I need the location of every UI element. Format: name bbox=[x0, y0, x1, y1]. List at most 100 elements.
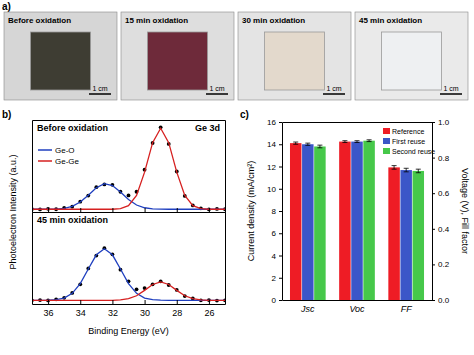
error-bar bbox=[317, 145, 322, 148]
tick-mark bbox=[177, 208, 178, 212]
tick-mark bbox=[80, 300, 81, 304]
tick-mark bbox=[80, 208, 81, 212]
scale-bar bbox=[323, 93, 345, 95]
tick: FF bbox=[401, 300, 412, 314]
x-axis-title: Binding Energy (eV) bbox=[88, 326, 169, 336]
tick bbox=[80, 208, 81, 212]
tick-label: 30 bbox=[140, 308, 150, 318]
axis-line bbox=[32, 121, 33, 213]
y-axis-title: Photoelectron Intensity (a.u.) bbox=[8, 154, 18, 269]
photo-label: 45 min oxidation bbox=[359, 16, 422, 25]
tick-mark bbox=[279, 256, 282, 257]
bar bbox=[302, 144, 313, 300]
tick-label: 28 bbox=[172, 308, 182, 318]
tick-mark bbox=[279, 122, 282, 123]
tick: 26 bbox=[204, 300, 214, 318]
axis-line bbox=[33, 304, 226, 305]
sample bbox=[31, 32, 91, 90]
error-bar bbox=[367, 140, 372, 142]
tick: 0.2 bbox=[432, 260, 450, 269]
scale-bar bbox=[206, 93, 228, 95]
tick-label: 16 bbox=[267, 118, 276, 127]
tick-label: 0.0 bbox=[438, 296, 450, 305]
error-bar bbox=[342, 141, 347, 143]
axis-line bbox=[32, 213, 33, 305]
legend: ReferenceFirst reuseSecond reuse bbox=[383, 128, 435, 155]
legend-label: Second reuse bbox=[392, 148, 435, 155]
y-axis bbox=[32, 121, 33, 213]
tick-label: Voc bbox=[349, 304, 365, 314]
tick: 4 bbox=[272, 252, 282, 261]
scale-bar bbox=[89, 93, 111, 95]
fit-line bbox=[32, 249, 225, 301]
y2-axis: 0.00.20.40.60.81.0 bbox=[432, 118, 450, 305]
error-bar bbox=[392, 166, 397, 170]
photo: 45 min oxidation 1 cm bbox=[355, 12, 468, 100]
tick-mark bbox=[177, 300, 178, 304]
tick-mark bbox=[279, 144, 282, 145]
tick-label: 4 bbox=[272, 252, 277, 261]
tick bbox=[112, 208, 113, 212]
tick-label: 26 bbox=[204, 308, 214, 318]
tick: 32 bbox=[108, 300, 118, 318]
panel-label: c) bbox=[240, 109, 249, 120]
photo: 30 min oxidation 1 cm bbox=[238, 12, 351, 100]
tick: Voc bbox=[349, 300, 365, 314]
x-axis bbox=[33, 208, 226, 213]
tick: 0.8 bbox=[432, 154, 450, 163]
bar bbox=[351, 142, 362, 300]
axis-line bbox=[33, 120, 226, 121]
scale-bar-label: 1 cm bbox=[326, 85, 341, 92]
photo-background bbox=[355, 12, 468, 100]
tick-label: 32 bbox=[108, 308, 118, 318]
tick-mark bbox=[279, 211, 282, 212]
tick-mark bbox=[145, 300, 146, 304]
tick: 2 bbox=[272, 274, 282, 283]
fit-line bbox=[32, 128, 225, 209]
bar bbox=[339, 142, 350, 300]
legend-swatch bbox=[38, 149, 52, 151]
tick: 10 bbox=[267, 185, 282, 194]
tick-mark bbox=[48, 208, 49, 212]
bar-panel: JscVocFF02468101214160.00.20.40.60.81.0C… bbox=[246, 118, 470, 314]
tick-mark bbox=[279, 233, 282, 234]
plot-area bbox=[32, 125, 225, 211]
legend-swatch bbox=[383, 148, 390, 154]
tick-mark bbox=[432, 193, 435, 194]
legend-swatch bbox=[383, 138, 390, 144]
tick: 36 bbox=[44, 300, 54, 318]
photo-background bbox=[4, 12, 117, 100]
tick bbox=[209, 208, 210, 212]
axis-line bbox=[282, 123, 283, 301]
error-bar bbox=[355, 141, 360, 143]
photo-background bbox=[121, 12, 234, 100]
tick-label: 2 bbox=[272, 274, 277, 283]
tick-mark bbox=[432, 229, 435, 230]
tick-label: 8 bbox=[272, 207, 277, 216]
tick-mark bbox=[209, 208, 210, 212]
bar bbox=[363, 141, 374, 300]
tick: 16 bbox=[267, 118, 282, 127]
axis-line bbox=[283, 300, 433, 301]
data-point bbox=[127, 194, 131, 198]
scale-bar-label: 1 cm bbox=[443, 85, 458, 92]
legend-label: Ge-O bbox=[55, 146, 75, 155]
tick-label: 0.8 bbox=[438, 154, 450, 163]
tick: 0.4 bbox=[432, 225, 450, 234]
bar bbox=[400, 170, 411, 300]
axis-line bbox=[225, 213, 226, 305]
tick-mark bbox=[279, 300, 282, 301]
photo-label: Before oxidation bbox=[8, 16, 71, 25]
tick: 1.0 bbox=[432, 118, 450, 127]
photo-label: 30 min oxidation bbox=[242, 16, 305, 25]
tick bbox=[177, 208, 178, 212]
tick-mark bbox=[112, 208, 113, 212]
error-bar bbox=[293, 142, 298, 144]
tick-label: 36 bbox=[44, 308, 54, 318]
legend-label: First reuse bbox=[392, 138, 425, 145]
tick-label: 0.2 bbox=[438, 260, 450, 269]
panel-label: b) bbox=[2, 109, 11, 120]
frame-right bbox=[225, 213, 226, 305]
tick-label: 14 bbox=[267, 140, 276, 149]
tick-label: 12 bbox=[267, 163, 276, 172]
